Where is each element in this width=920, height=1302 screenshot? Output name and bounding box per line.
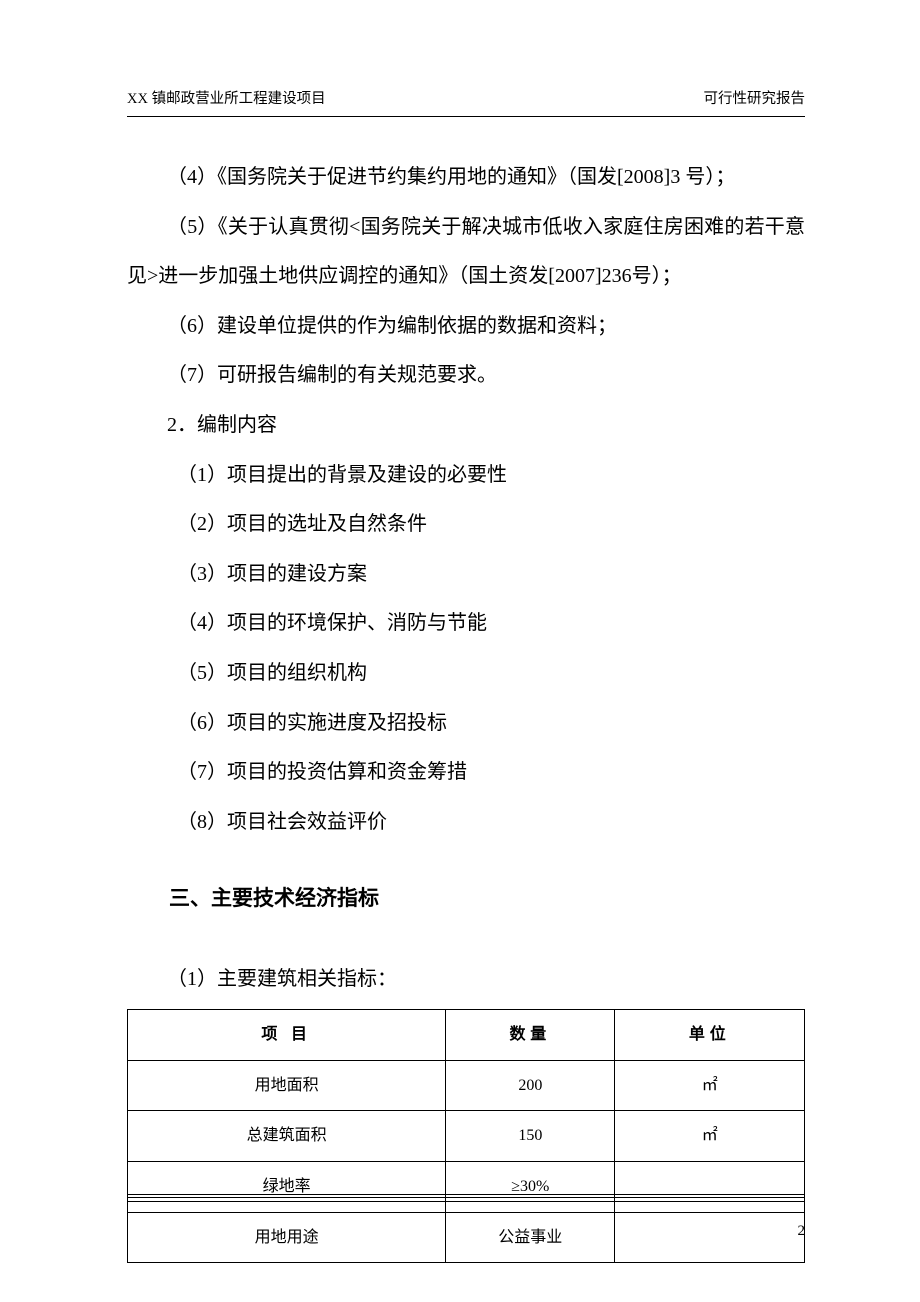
para-4: （4）《国务院关于促进节约集约用地的通知》（国发[2008]3 号）；	[127, 153, 805, 203]
cell-unit: ㎡	[615, 1060, 805, 1111]
page-header: XX 镇邮政营业所工程建设项目 可行性研究报告	[127, 87, 805, 113]
cell-unit: ㎡	[615, 1111, 805, 1162]
header-right: 可行性研究报告	[704, 87, 806, 108]
table-row: 总建筑面积 150 ㎡	[128, 1111, 805, 1162]
content-item-6: （6）项目的实施进度及招投标	[127, 699, 805, 749]
table-body: 用地面积 200 ㎡ 总建筑面积 150 ㎡ 绿地率 ≥30% 用地用途 公益事…	[128, 1060, 805, 1263]
content-item-2: （2）项目的选址及自然条件	[127, 500, 805, 550]
header-left: XX 镇邮政营业所工程建设项目	[127, 87, 326, 108]
header-rule	[127, 116, 805, 117]
indicator-table: 项 目 数量 单位 用地面积 200 ㎡ 总建筑面积 150 ㎡ 绿地率	[127, 1009, 805, 1263]
footer-rule	[127, 1197, 805, 1202]
para-6: （6）建设单位提供的作为编制依据的数据和资料；	[127, 302, 805, 352]
table-row: 用地面积 200 ㎡	[128, 1060, 805, 1111]
section-2-title: 2．编制内容	[127, 401, 805, 451]
content-item-8: （8）项目社会效益评价	[127, 798, 805, 848]
para-7: （7）可研报告编制的有关规范要求。	[127, 351, 805, 401]
cell-item: 用地用途	[128, 1212, 446, 1263]
th-unit: 单位	[615, 1009, 805, 1060]
content-item-4: （4）项目的环境保护、消防与节能	[127, 599, 805, 649]
cell-unit	[615, 1212, 805, 1263]
section-heading-3: 三、主要技术经济指标	[127, 873, 805, 925]
page-number: 2	[798, 1223, 806, 1240]
th-qty: 数量	[446, 1009, 615, 1060]
cell-unit	[615, 1162, 805, 1213]
content-item-7: （7）项目的投资估算和资金筹措	[127, 748, 805, 798]
cell-qty: ≥30%	[446, 1162, 615, 1213]
cell-qty: 200	[446, 1060, 615, 1111]
content-item-1: （1）项目提出的背景及建设的必要性	[127, 451, 805, 501]
table-row: 用地用途 公益事业	[128, 1212, 805, 1263]
body-text: （4）《国务院关于促进节约集约用地的通知》（国发[2008]3 号）； （5）《…	[127, 153, 805, 1263]
th-item: 项 目	[128, 1009, 446, 1060]
para-5: （5）《关于认真贯彻<国务院关于解决城市低收入家庭住房困难的若干意见>进一步加强…	[127, 203, 805, 302]
cell-qty: 公益事业	[446, 1212, 615, 1263]
table-header-row: 项 目 数量 单位	[128, 1009, 805, 1060]
document-page: XX 镇邮政营业所工程建设项目 可行性研究报告 （4）《国务院关于促进节约集约用…	[0, 0, 920, 1302]
cell-item: 总建筑面积	[128, 1111, 446, 1162]
content-item-5: （5）项目的组织机构	[127, 649, 805, 699]
cell-item: 绿地率	[128, 1162, 446, 1213]
table-row: 绿地率 ≥30%	[128, 1162, 805, 1213]
cell-qty: 150	[446, 1111, 615, 1162]
table-intro: （1）主要建筑相关指标：	[127, 955, 805, 1005]
cell-item: 用地面积	[128, 1060, 446, 1111]
content-item-3: （3）项目的建设方案	[127, 550, 805, 600]
